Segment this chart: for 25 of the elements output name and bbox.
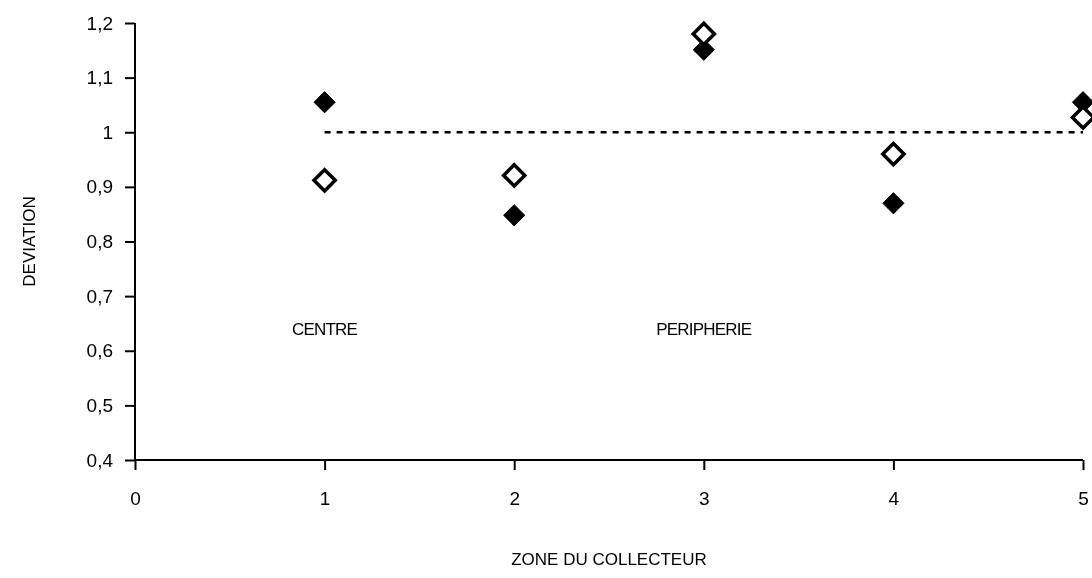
y-tick-label: 0,5 [86, 394, 113, 416]
x-axis-title: ZONE DU COLLECTEUR [511, 550, 707, 569]
x-tick-label: 0 [130, 488, 141, 510]
x-tick-label: 4 [888, 488, 900, 510]
y-tick-label: 1,1 [86, 67, 113, 89]
point [881, 141, 906, 167]
y-tick-label: 1,2 [86, 12, 113, 34]
y-axis-title: DEVIATION [20, 196, 39, 287]
point [313, 91, 336, 114]
point [503, 204, 526, 227]
point [501, 163, 527, 188]
point [882, 192, 905, 215]
y-tick-label: 0,6 [86, 340, 113, 362]
y-tick-label: 0,7 [86, 285, 113, 307]
x-tick-label: 5 [1078, 488, 1089, 510]
annotation: PERIPHERIE [656, 319, 752, 339]
point [312, 167, 337, 193]
annotation: CENTRE [292, 319, 358, 339]
y-tick-label: 0,8 [86, 231, 113, 253]
y-tick-label: 1 [102, 121, 113, 143]
x-tick-label: 3 [699, 488, 710, 510]
y-tick-label: 0,9 [86, 176, 113, 198]
x-tick-label: 2 [509, 488, 520, 510]
x-tick-label: 1 [319, 488, 331, 510]
y-tick-label: 0,4 [86, 449, 114, 471]
